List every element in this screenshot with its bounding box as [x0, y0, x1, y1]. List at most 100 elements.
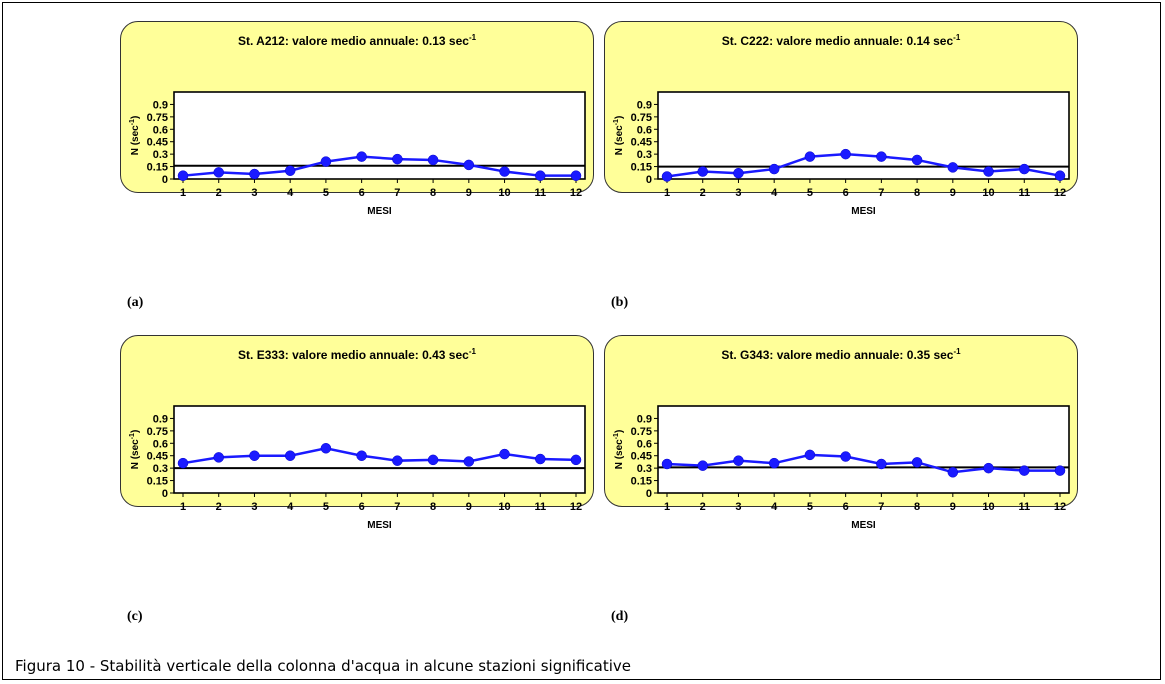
y-tick-label: 0.9 — [637, 99, 652, 111]
x-tick-label: 7 — [394, 501, 400, 513]
y-tick-label: 0.6 — [153, 124, 168, 136]
y-tick-label: 0.6 — [637, 438, 652, 450]
x-tick-label: 4 — [287, 187, 294, 199]
data-point — [356, 151, 367, 162]
x-tick-label: 6 — [843, 501, 849, 513]
x-tick-label: 2 — [216, 187, 222, 199]
y-tick-label: 0.15 — [631, 162, 652, 174]
data-point — [392, 455, 403, 466]
chart-svg: 00.150.30.450.60.750.91 2 3 4 5 6 7 8 9 10 11 12MES… — [613, 91, 1070, 217]
data-point — [499, 166, 510, 177]
chart-title: St. C222: valore medio annuale: 0.14 sec… — [721, 33, 961, 48]
data-point — [947, 162, 959, 173]
x-tick-label: 9 — [466, 187, 472, 199]
x-tick-label: 4 — [771, 501, 778, 513]
plot-area — [173, 405, 586, 494]
x-axis-label: MESI — [851, 520, 876, 531]
data-point — [840, 451, 851, 462]
y-tick-label: 0.75 — [147, 112, 168, 124]
chart-panel-d: St. G343: valore medio annuale: 0.35 sec… — [604, 335, 1078, 531]
x-tick-label: 5 — [807, 187, 813, 199]
x-tick-label: 12 — [570, 501, 582, 513]
data-point — [177, 457, 189, 469]
data-point — [213, 167, 224, 178]
panel-label-a: (a) — [127, 295, 144, 310]
data-point — [733, 455, 744, 466]
data-point — [876, 458, 887, 470]
data-point — [249, 450, 260, 461]
x-tick-label: 11 — [1018, 501, 1030, 513]
x-tick-label: 11 — [534, 187, 546, 199]
y-tick-label: 0 — [162, 174, 168, 186]
data-point — [804, 449, 816, 461]
x-tick-label: 1 — [180, 501, 186, 513]
data-point — [427, 454, 439, 466]
x-tick-label: 6 — [843, 187, 849, 199]
data-point — [768, 457, 780, 469]
y-tick-label: 0.15 — [631, 476, 652, 488]
x-tick-label: 3 — [735, 187, 741, 199]
x-tick-label: 2 — [216, 501, 222, 513]
data-point — [570, 170, 582, 181]
chart-title: St. G343: valore medio annuale: 0.35 sec… — [721, 347, 961, 362]
data-point — [570, 454, 582, 466]
y-axis-label: N (sec-1) — [613, 116, 625, 156]
data-point — [392, 153, 403, 165]
data-point — [983, 166, 994, 177]
y-tick-label: 0.3 — [153, 463, 168, 475]
x-tick-label: 1 — [664, 187, 670, 199]
x-tick-label: 8 — [914, 501, 920, 513]
x-tick-label: 8 — [430, 501, 436, 513]
data-point — [320, 156, 332, 167]
y-tick-label: 0 — [162, 488, 168, 500]
y-tick-label: 0 — [646, 488, 652, 500]
chart-svg: 00.150.30.450.60.750.91 2 3 4 5 6 7 8 9 10 11 12MES… — [129, 91, 586, 217]
x-tick-label: 8 — [430, 187, 436, 199]
x-tick-label: 10 — [498, 501, 510, 513]
y-tick-label: 0.45 — [631, 137, 652, 149]
x-tick-label: 6 — [359, 187, 365, 199]
data-point — [535, 170, 546, 181]
data-point — [499, 448, 510, 460]
x-tick-label: 9 — [950, 187, 956, 199]
x-axis-label: MESI — [367, 206, 392, 217]
x-tick-label: 12 — [570, 187, 582, 199]
chart-title: St. E333: valore medio annuale: 0.43 sec… — [238, 347, 476, 362]
x-tick-label: 1 — [664, 501, 670, 513]
x-tick-label: 4 — [287, 501, 294, 513]
data-point — [284, 165, 296, 176]
series-line — [182, 446, 577, 465]
data-point — [535, 453, 546, 465]
y-axis-label: N (sec-1) — [129, 116, 141, 156]
chart-svg: 00.150.30.450.60.750.91 2 3 4 5 6 7 8 9 10 11 12MES… — [613, 405, 1070, 531]
x-tick-label: 4 — [771, 187, 778, 199]
chart-panel-b: St. C222: valore medio annuale: 0.14 sec… — [604, 21, 1078, 217]
data-point — [983, 462, 994, 474]
x-tick-label: 5 — [323, 187, 329, 199]
x-tick-label: 8 — [914, 187, 920, 199]
series-line — [182, 155, 576, 177]
data-point — [320, 443, 332, 454]
x-tick-label: 2 — [700, 501, 706, 513]
x-tick-label: 11 — [534, 501, 546, 513]
figure-caption: Figura 10 - Stabilità verticale della co… — [15, 657, 631, 675]
y-tick-label: 0.6 — [637, 124, 652, 136]
series-line — [666, 453, 1060, 474]
data-point — [697, 460, 708, 471]
x-tick-label: 6 — [359, 501, 365, 513]
data-point — [733, 167, 744, 179]
data-point — [661, 458, 673, 470]
data-point — [768, 163, 780, 175]
y-tick-label: 0.6 — [153, 438, 168, 450]
x-tick-label: 9 — [950, 501, 956, 513]
x-tick-label: 10 — [498, 187, 510, 199]
y-tick-label: 0.9 — [153, 413, 168, 425]
data-point — [911, 154, 923, 166]
x-tick-label: 3 — [251, 501, 257, 513]
data-point — [804, 151, 816, 162]
y-tick-label: 0.75 — [631, 112, 652, 124]
chart-svg: 00.150.30.450.60.750.91 2 3 4 5 6 7 8 9 10 11 12MES… — [129, 405, 586, 531]
data-point — [1019, 163, 1030, 175]
data-point — [1019, 465, 1030, 476]
